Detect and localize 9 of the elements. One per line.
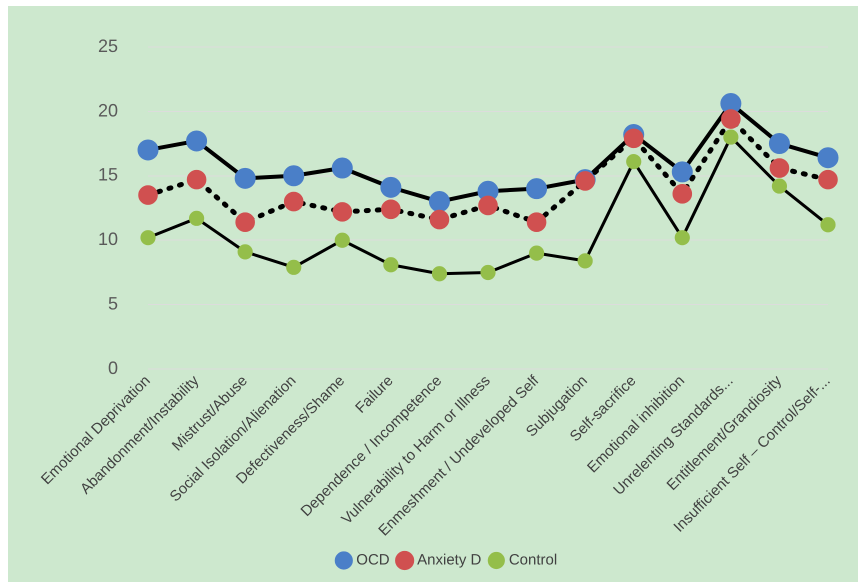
y-tick-label: 25 <box>98 36 118 56</box>
y-tick-label: 10 <box>98 229 118 250</box>
y-tick-label: 5 <box>108 294 118 314</box>
legend-label: Anxiety D <box>417 552 482 569</box>
legend-label: OCD <box>356 552 390 569</box>
y-tick-label: 15 <box>98 164 118 185</box>
y-tick-label: 20 <box>98 100 118 120</box>
legend-label: Control <box>508 552 558 569</box>
y-tick-label: 0 <box>108 358 118 378</box>
